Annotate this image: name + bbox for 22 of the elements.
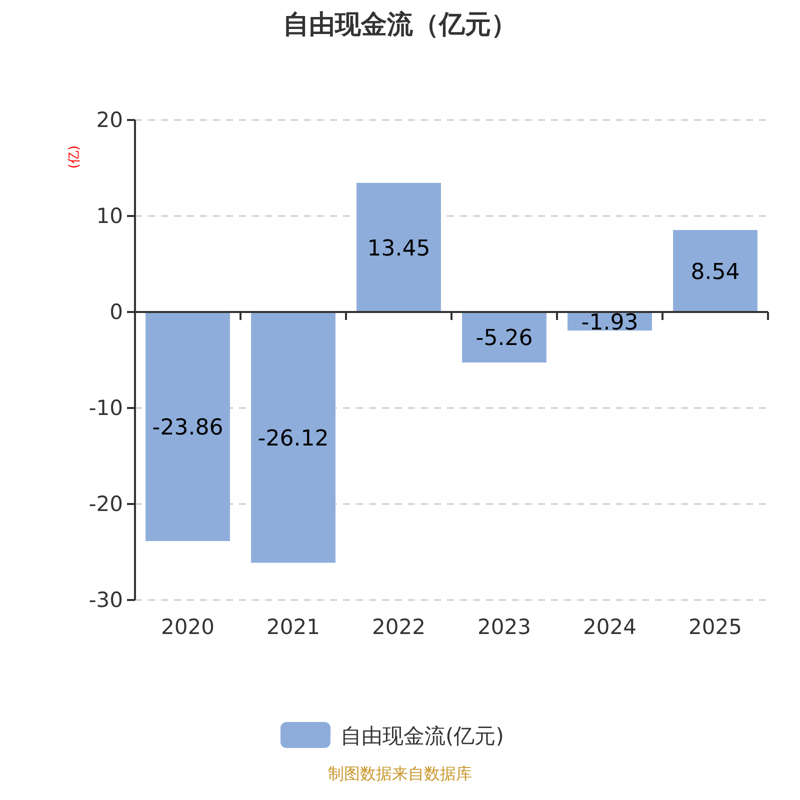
x-tick-label: 2023 xyxy=(478,615,531,639)
y-tick-label: 0 xyxy=(110,300,123,324)
x-tick-label: 2024 xyxy=(583,615,636,639)
x-tick-label: 2025 xyxy=(688,615,742,639)
chart-title: 自由现金流（亿元） xyxy=(283,10,517,40)
data-label: -5.26 xyxy=(476,326,533,352)
data-label: 13.45 xyxy=(367,236,430,262)
data-label: -26.12 xyxy=(258,426,329,452)
text: 制图数据来自数据库 xyxy=(328,764,472,783)
x-tick-label: 2022 xyxy=(372,615,426,639)
y-tick-label: -10 xyxy=(88,396,123,420)
y-tick-label: 20 xyxy=(96,108,123,132)
data-label: -23.86 xyxy=(152,416,224,441)
x-tick-label: 2021 xyxy=(266,615,320,639)
data-label: 8.54 xyxy=(690,260,740,286)
y-tick-label: 10 xyxy=(96,204,123,228)
y-axis-title: (亿) xyxy=(67,145,82,169)
legend-label: 自由现金流(亿元) xyxy=(340,724,504,748)
x-tick-label: 2020 xyxy=(161,615,214,639)
y-tick-label: -30 xyxy=(88,588,123,612)
y-tick-label: -20 xyxy=(88,492,123,516)
data-label: -1.93 xyxy=(581,310,638,336)
